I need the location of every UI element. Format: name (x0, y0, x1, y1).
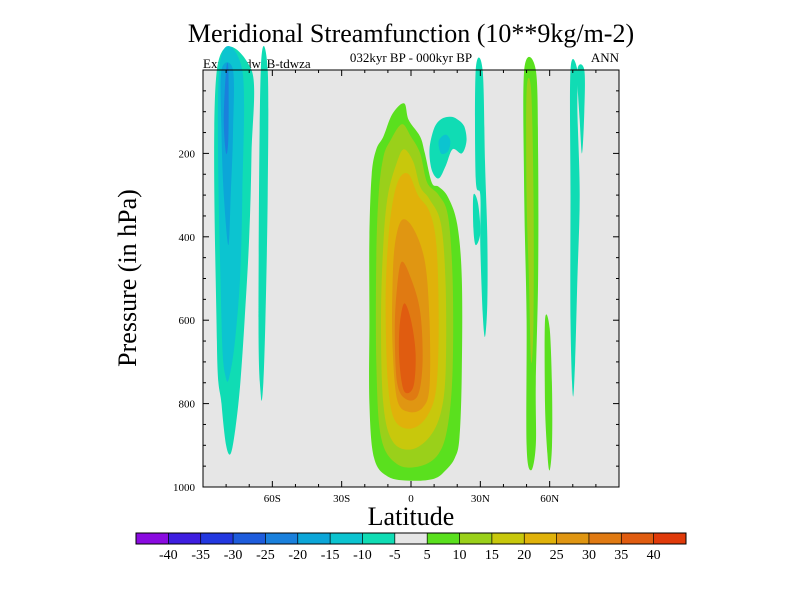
colorbar-swatch (200, 533, 234, 544)
contour-region-19 (569, 58, 580, 397)
y-axis-ticks: 200 400 600 800 1000 (173, 69, 619, 494)
colorbar-swatch (459, 533, 493, 544)
colorbar-swatch (330, 533, 363, 544)
colorbar-label: 30 (582, 548, 596, 563)
colorbar-label: -30 (224, 548, 243, 563)
colorbar-swatch (588, 533, 622, 544)
colorbar-swatch (653, 533, 687, 544)
colorbar-label: -25 (256, 548, 275, 563)
x-tick-label: 60N (540, 493, 559, 505)
contour-region-13 (438, 134, 451, 155)
x-tick-label: 60S (264, 493, 281, 505)
contour-region-2 (220, 62, 234, 246)
chart-title: Meridional Streamfunction (10**9kg/m-2) (188, 19, 634, 48)
contour-region-11 (398, 303, 416, 394)
season-label: ANN (591, 50, 620, 65)
colorbar-swatch (394, 533, 428, 544)
contour-region-17 (526, 77, 534, 364)
colorbar-label: 15 (485, 548, 499, 563)
contour-region-14 (474, 57, 488, 338)
colorbar-swatch (136, 533, 169, 544)
chart-subtitle: 032kyr BP - 000kyr BP (350, 50, 472, 65)
colorbar-label: 20 (517, 548, 531, 563)
colorbar-swatch (297, 533, 331, 544)
contour-region-3 (223, 62, 229, 155)
colorbar-swatch (427, 533, 460, 544)
colorbar-swatch (621, 533, 654, 544)
y-tick-label: 800 (179, 399, 196, 411)
colorbar-label: -40 (159, 548, 178, 563)
x-axis-ticks: 60S 30S 0 30N 60N (202, 70, 620, 505)
x-tick-label: 0 (408, 493, 414, 505)
contour-region-20 (577, 64, 585, 154)
colorbar-frame (135, 532, 687, 545)
colorbar-label: -5 (389, 548, 401, 563)
colorbar-swatch (233, 533, 266, 544)
colorbar-swatch (362, 533, 396, 544)
x-tick-label: 30N (471, 493, 490, 505)
y-axis-label: Pressure (in hPa) (113, 189, 142, 367)
contour-fill-regions (214, 45, 585, 481)
colorbar-label: -10 (353, 548, 372, 563)
colorbar-swatch (556, 533, 590, 544)
colorbar: -40 -35 -30 -25 -20 -15 -10 -5 5 10 15 20 25 30 35 40 (135, 532, 687, 563)
contour-region-15 (472, 193, 481, 246)
colorbar-swatch (265, 533, 299, 544)
contour-region-18 (544, 314, 553, 471)
colorbar-swatch (491, 533, 525, 544)
contour-region-4 (258, 45, 269, 401)
x-tick-label: 30S (333, 493, 350, 505)
colorbar-label: 25 (550, 548, 564, 563)
colorbar-label: 40 (647, 548, 661, 563)
colorbar-label: -35 (191, 548, 210, 563)
y-tick-label: 600 (179, 315, 196, 327)
colorbar-label: 10 (453, 548, 467, 563)
y-tick-label: 400 (179, 232, 196, 244)
x-axis-label: Latitude (368, 502, 455, 531)
colorbar-label: 5 (424, 548, 431, 563)
colorbar-swatch (524, 533, 557, 544)
colorbar-label: -15 (321, 548, 340, 563)
y-tick-label: 1000 (173, 482, 196, 494)
colorbar-label: 35 (614, 548, 628, 563)
y-tick-label: 200 (179, 148, 196, 160)
colorbar-swatch (168, 533, 201, 544)
colorbar-label: -20 (288, 548, 307, 563)
